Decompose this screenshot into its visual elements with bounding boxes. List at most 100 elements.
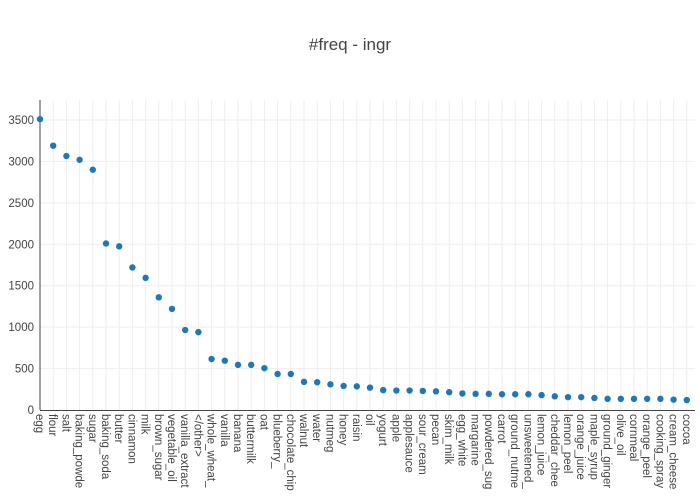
x-tick-label: oil — [363, 414, 375, 426]
x-tick-label: pecan — [429, 414, 441, 445]
x-tick-label: ground_ginger — [601, 414, 613, 488]
data-point — [116, 243, 123, 250]
data-point — [261, 364, 268, 372]
data-point — [538, 391, 545, 399]
x-tick-label: banana — [231, 414, 243, 453]
data-point — [446, 388, 453, 396]
data-point — [182, 326, 189, 334]
x-tick-label: oat — [257, 414, 269, 431]
grid — [40, 100, 695, 410]
data-point — [36, 115, 44, 123]
data-point — [380, 386, 387, 394]
x-tick-label: honey — [337, 414, 349, 446]
data-point — [221, 357, 228, 364]
data-point — [472, 390, 479, 398]
x-tick-label: maple_syrup — [587, 414, 599, 480]
data-point — [406, 387, 413, 394]
data-point — [683, 396, 690, 404]
x-tick-label: vanilla_extract — [178, 414, 190, 488]
x-tick-label: cream_cheese — [667, 414, 679, 489]
x-tick-label: cheddar_chee — [548, 414, 560, 487]
x-tick-label: vegetable_oil — [165, 414, 177, 482]
data-point — [512, 391, 519, 398]
data-point — [208, 355, 215, 363]
data-point — [63, 152, 70, 160]
x-tick-label: butter — [112, 414, 124, 444]
y-axis-ticks: 0 500 1000 1500 2000 2500 3000 3500 — [8, 115, 34, 417]
x-tick-label: baking_powde — [73, 414, 85, 488]
x-tick-label: vanilla — [218, 414, 230, 447]
data-point — [459, 390, 466, 397]
x-tick-label: applesauce — [403, 414, 415, 473]
x-tick-label: water — [310, 413, 322, 442]
x-tick-label: cinnamon — [125, 414, 137, 464]
data-point — [195, 328, 202, 336]
data-point — [234, 361, 242, 369]
data-point — [617, 395, 624, 403]
x-tick-label: cornmeal — [627, 414, 639, 461]
data-point — [604, 395, 611, 403]
x-tick-label: walnut — [297, 413, 309, 448]
x-tick-label: baking_soda — [99, 414, 111, 480]
x-tick-label: </other> — [191, 414, 203, 457]
chart-title: #freq - ingr — [309, 35, 392, 54]
data-point — [591, 394, 598, 402]
x-tick-label: egg — [33, 414, 45, 433]
data-point — [366, 384, 374, 391]
x-tick-label: orange_peel — [640, 414, 652, 478]
x-tick-label: milk — [139, 414, 151, 435]
data-point — [314, 379, 321, 386]
x-tick-label: raisin — [350, 414, 362, 441]
data-point — [129, 264, 136, 271]
x-tick-label: apple — [389, 414, 401, 442]
x-tick-label: blueberry_ — [271, 414, 283, 469]
data-point — [142, 274, 149, 282]
data-point — [551, 393, 558, 400]
data-point — [393, 387, 400, 394]
data-point — [327, 381, 334, 388]
data-point — [525, 391, 532, 398]
x-tick-label: ground_nutme — [508, 414, 520, 488]
data-point — [630, 395, 638, 403]
data-points — [36, 115, 690, 404]
data-point — [419, 387, 426, 395]
y-tick-label: 2500 — [8, 198, 34, 210]
x-tick-label: sour_cream — [416, 414, 428, 475]
y-tick-label: 2000 — [8, 239, 34, 251]
y-tick-label: 3500 — [8, 115, 34, 127]
data-point — [578, 393, 585, 401]
x-tick-label: margarine — [469, 414, 481, 466]
data-point — [50, 142, 57, 149]
data-point — [498, 391, 506, 398]
data-point — [274, 370, 281, 378]
y-tick-label: 1500 — [8, 281, 34, 293]
data-point — [353, 383, 360, 390]
x-tick-label: yogurt — [376, 414, 388, 447]
data-point — [168, 305, 176, 313]
x-tick-label: brown_sugar — [152, 414, 164, 481]
data-point — [287, 370, 294, 378]
y-tick-label: 1000 — [8, 322, 34, 334]
x-tick-label: orange_juice — [574, 414, 586, 480]
data-point — [340, 382, 347, 390]
y-tick-label: 500 — [15, 364, 34, 376]
data-point — [102, 240, 110, 247]
x-tick-label: olive_oil — [614, 414, 626, 456]
data-point — [248, 361, 255, 369]
x-tick-label: sugar — [86, 414, 98, 443]
data-point — [564, 393, 572, 401]
x-tick-label: salt — [59, 414, 71, 433]
x-axis-ticks: egg flour salt baking_powde sugar baking_soda… — [33, 413, 692, 491]
x-tick-label: flour — [46, 414, 58, 437]
y-tick-label: 3000 — [8, 156, 34, 168]
data-point — [657, 395, 664, 403]
x-tick-label: chocolate_chip — [284, 414, 296, 491]
data-point — [76, 156, 83, 163]
x-tick-label: nutmeg — [323, 414, 335, 452]
y-tick-label: 0 — [28, 405, 34, 417]
data-point — [155, 294, 162, 301]
data-point — [432, 388, 440, 395]
x-tick-label: egg_white — [455, 414, 467, 466]
data-point — [485, 390, 492, 398]
